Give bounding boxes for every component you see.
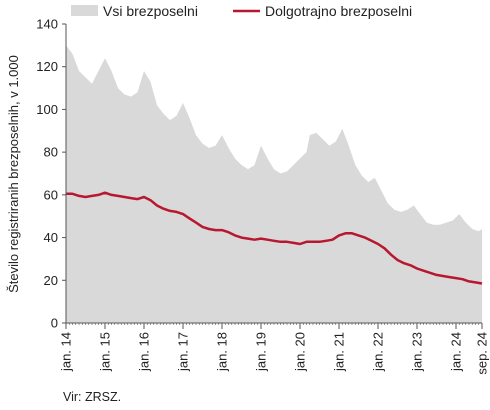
legend: Vsi brezposelni Dolgotrajno brezposelni xyxy=(71,3,412,19)
y-tick-label: 140 xyxy=(36,17,58,32)
x-tick-label: jan. 16 xyxy=(137,332,152,372)
y-tick-label: 40 xyxy=(44,230,58,245)
line-long-term-unemployed xyxy=(66,191,483,285)
x-tick-label: jan. 22 xyxy=(371,332,386,372)
legend-label-all-unemployed: Vsi brezposelni xyxy=(103,3,198,19)
x-tick-label: jan. 24 xyxy=(449,332,464,372)
axes: 0 20 40 60 80 100 120 140 jan. 14 jan. 15 jan. 16 j… xyxy=(36,17,489,375)
x-tick-label: jan. 15 xyxy=(98,332,113,372)
series-area-layer xyxy=(66,45,482,324)
y-tick-label: 100 xyxy=(36,102,58,117)
x-tick-label: jan. 21 xyxy=(332,332,347,372)
area-all-unemployed xyxy=(66,45,482,324)
source-note: Vir: ZRSZ. xyxy=(63,390,121,404)
x-tick-label: sep. 24 xyxy=(475,332,490,375)
y-axis-title: Število registriranih brezposelnih, v 1.… xyxy=(6,55,21,293)
x-tick-label: jan. 19 xyxy=(254,332,269,372)
x-tick-label: jan. 23 xyxy=(410,332,425,372)
y-tick-label: 20 xyxy=(44,273,58,288)
y-tick-label: 120 xyxy=(36,59,58,74)
y-tick-label: 60 xyxy=(44,187,58,202)
x-tick-label: jan. 18 xyxy=(215,332,230,372)
legend-swatch-all-unemployed xyxy=(71,5,98,16)
series-line-layer xyxy=(66,191,483,285)
x-tick-label: jan. 20 xyxy=(293,332,308,372)
legend-label-long-term-unemployed: Dolgotrajno brezposelni xyxy=(265,3,412,19)
y-tick-label: 0 xyxy=(51,316,58,331)
x-tick-label: jan. 14 xyxy=(59,332,74,372)
y-tick-label: 80 xyxy=(44,145,58,160)
x-tick-label: jan. 17 xyxy=(176,332,191,372)
